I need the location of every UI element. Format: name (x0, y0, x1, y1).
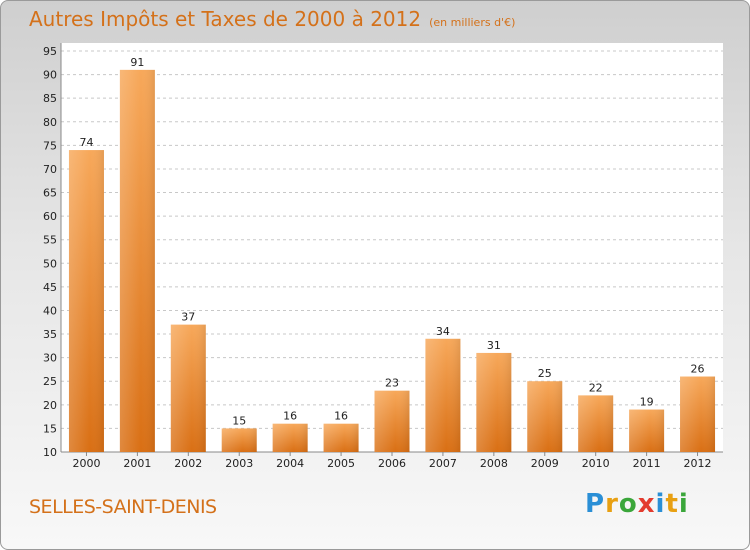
y-tick-label: 45 (43, 281, 57, 294)
bar-shade (119, 69, 155, 452)
x-tick-label: 2002 (174, 457, 202, 470)
x-tick-label: 2007 (429, 457, 457, 470)
x-tick-label: 2009 (531, 457, 559, 470)
bar-value-label: 74 (79, 136, 93, 149)
bar-shade (272, 423, 308, 452)
x-tick-label: 2000 (72, 457, 100, 470)
y-tick-label: 35 (43, 328, 57, 341)
y-tick-label: 55 (43, 234, 57, 247)
y-tick-label: 80 (43, 116, 57, 129)
y-tick-label: 90 (43, 69, 57, 82)
bar-shade (68, 150, 104, 452)
bar-value-label: 37 (181, 311, 195, 324)
x-tick-label: 2006 (378, 457, 406, 470)
bar-shade (476, 352, 512, 452)
bar-value-label: 31 (487, 339, 501, 352)
chart-title: Autres Impôts et Taxes de 2000 à 2012 (en… (29, 7, 515, 31)
y-tick-label: 50 (43, 257, 57, 270)
bar-value-label: 23 (385, 377, 399, 390)
bar-value-label: 26 (691, 363, 705, 376)
x-tick-label: 2012 (684, 457, 712, 470)
x-tick-label: 2011 (633, 457, 661, 470)
x-tick-label: 2003 (225, 457, 253, 470)
y-tick-label: 40 (43, 304, 57, 317)
bar-value-label: 91 (130, 56, 144, 69)
bar-shade (170, 324, 206, 452)
proxiti-logo: Proxiti (585, 489, 689, 519)
y-tick-label: 20 (43, 399, 57, 412)
plot-area (61, 43, 723, 452)
y-tick-label: 70 (43, 163, 57, 176)
bar-value-label: 19 (640, 396, 654, 409)
bar-value-label: 16 (283, 410, 297, 423)
y-tick-label: 75 (43, 139, 57, 152)
location-name: SELLES-SAINT-DENIS (29, 496, 217, 518)
chart-subtitle: (en milliers d'€) (429, 16, 516, 29)
chart-title-text: Autres Impôts et Taxes de 2000 à 2012 (29, 7, 422, 31)
bar-shade (221, 428, 257, 452)
y-tick-label: 30 (43, 352, 57, 365)
bar-shade (578, 395, 614, 452)
x-tick-label: 2008 (480, 457, 508, 470)
bar-value-label: 15 (232, 414, 246, 427)
x-tick-label: 2005 (327, 457, 355, 470)
x-tick-label: 2004 (276, 457, 304, 470)
y-tick-label: 65 (43, 187, 57, 200)
bar-shade (629, 409, 665, 452)
y-tick-label: 25 (43, 375, 57, 388)
y-tick-label: 95 (43, 45, 57, 58)
x-tick-label: 2001 (123, 457, 151, 470)
y-tick-label: 10 (43, 446, 57, 459)
bar-value-label: 34 (436, 325, 450, 338)
bar-shade (527, 381, 563, 452)
y-tick-label: 85 (43, 92, 57, 105)
bar-value-label: 22 (589, 381, 603, 394)
x-tick-label: 2010 (582, 457, 610, 470)
y-tick-label: 15 (43, 422, 57, 435)
bar-value-label: 16 (334, 410, 348, 423)
bar-value-label: 25 (538, 367, 552, 380)
bar-shade (680, 376, 716, 452)
bar-shade (323, 423, 359, 452)
y-tick-label: 60 (43, 210, 57, 223)
bar-shade (374, 390, 410, 452)
bar-shade (425, 338, 461, 452)
